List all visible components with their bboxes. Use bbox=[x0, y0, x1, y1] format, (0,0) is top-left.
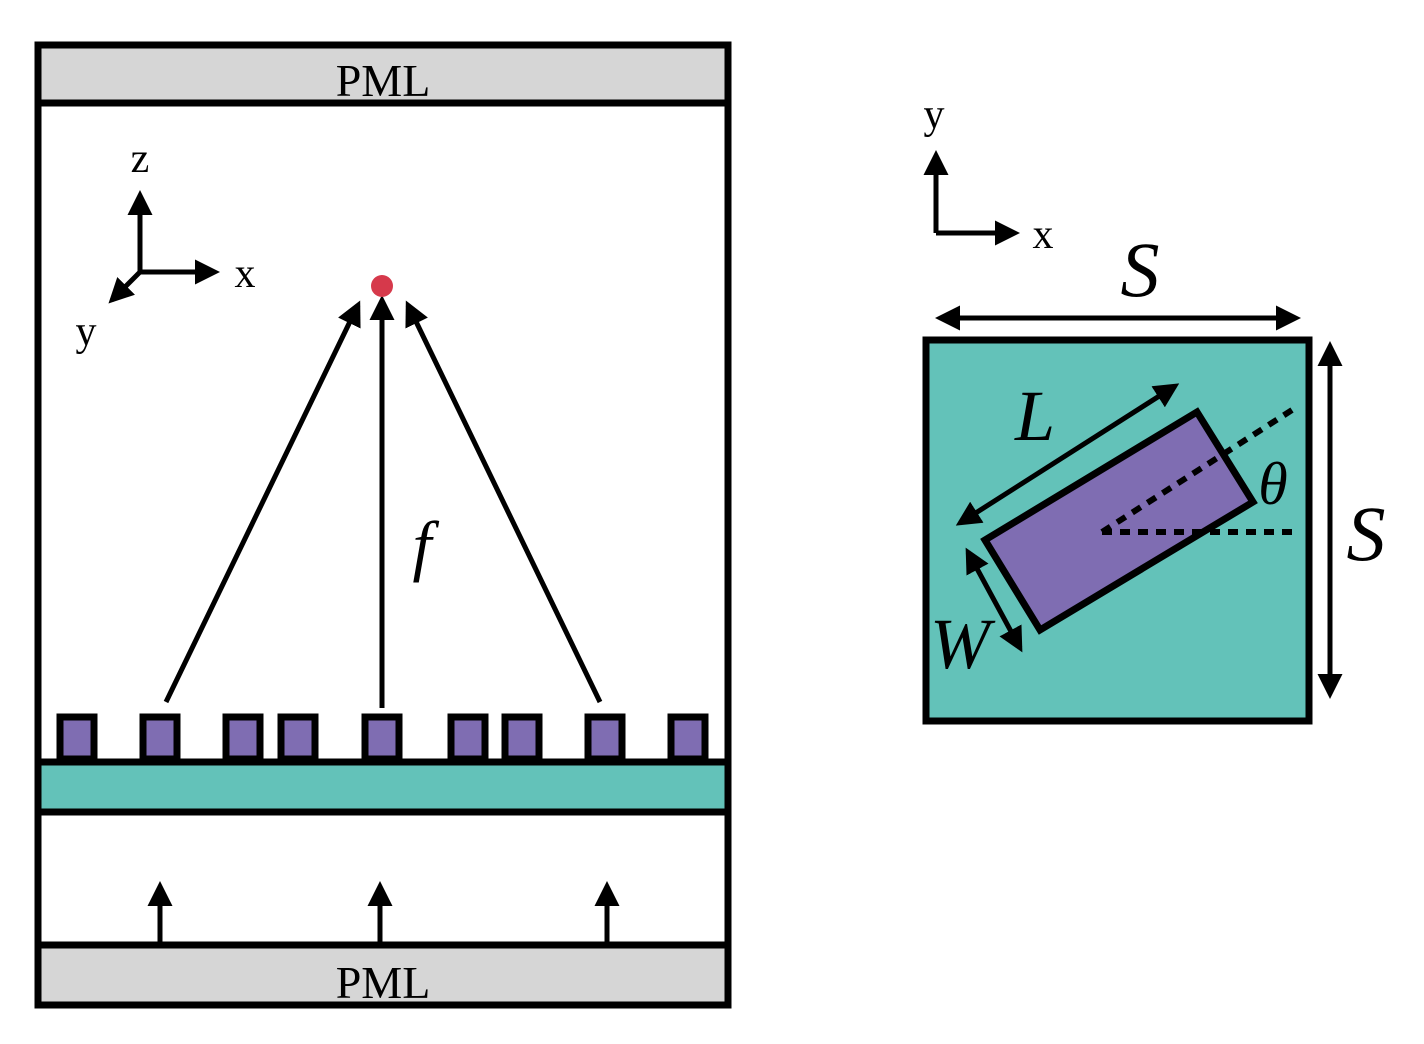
pillar bbox=[277, 713, 319, 763]
substrate bbox=[34, 758, 732, 816]
focusing-rays bbox=[163, 295, 603, 708]
length-label: L bbox=[1014, 376, 1055, 456]
period-label-side: S bbox=[1347, 490, 1386, 577]
xy-axes: y x bbox=[923, 92, 1054, 258]
pillar bbox=[447, 713, 489, 763]
pillar bbox=[361, 713, 403, 763]
width-label: W bbox=[930, 604, 996, 684]
unit-cell: y x S S θ L W bbox=[922, 92, 1386, 725]
pml-bottom-label: PML bbox=[336, 957, 431, 1008]
pml-bottom bbox=[34, 941, 732, 1009]
focal-point bbox=[371, 275, 393, 297]
pml-top-label: PML bbox=[336, 55, 431, 106]
pml-top bbox=[34, 41, 732, 107]
pillar bbox=[222, 713, 264, 763]
pillar-row bbox=[56, 713, 709, 763]
period-label-top: S bbox=[1121, 226, 1160, 313]
pillar bbox=[667, 713, 709, 763]
simulation-cell: PML PML z x y f bbox=[34, 41, 732, 1009]
source-arrows bbox=[147, 881, 620, 942]
y-axis-label: y bbox=[76, 309, 97, 355]
x-axis-label: x bbox=[235, 251, 256, 297]
xyz-axes: z x y bbox=[76, 136, 256, 355]
pillar bbox=[56, 713, 98, 763]
pillar bbox=[584, 713, 626, 763]
length-arrow bbox=[955, 383, 1180, 526]
pillar bbox=[139, 713, 181, 763]
width-arrow bbox=[965, 547, 1023, 653]
pillar bbox=[501, 713, 543, 763]
z-axis-label: z bbox=[131, 136, 150, 182]
y-axis-label: y bbox=[924, 92, 945, 138]
angle-label: θ bbox=[1258, 451, 1287, 517]
x-axis-label: x bbox=[1033, 212, 1054, 258]
